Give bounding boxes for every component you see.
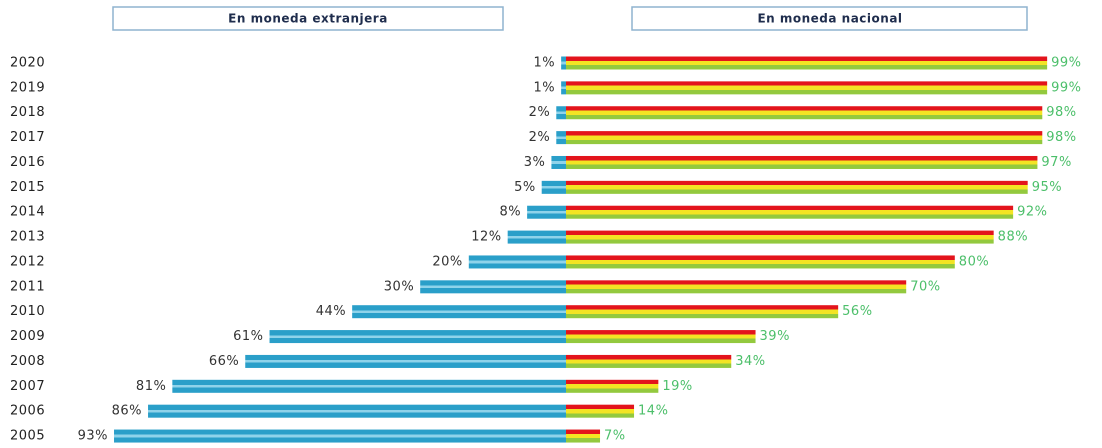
bar [566, 404, 635, 418]
value-label: 66% [209, 354, 239, 369]
category-label: 2016 [10, 155, 45, 170]
value-label: 95% [1032, 180, 1062, 195]
bar [551, 155, 566, 169]
value-label: 8% [499, 205, 521, 220]
category-label: 2015 [10, 180, 45, 195]
bar [566, 205, 1014, 219]
value-label: 56% [842, 304, 872, 319]
value-label: 80% [959, 254, 989, 269]
bar [566, 131, 1043, 145]
bar [556, 106, 566, 120]
bar [556, 131, 566, 145]
bar [172, 379, 566, 393]
value-label: 98% [1046, 105, 1076, 120]
value-label: 88% [998, 230, 1028, 245]
value-label: 14% [638, 404, 668, 419]
category-label: 2020 [10, 56, 45, 71]
value-label: 30% [384, 279, 414, 294]
value-label: 92% [1017, 205, 1047, 220]
value-label: 97% [1041, 155, 1071, 170]
bar [566, 429, 601, 443]
value-label: 99% [1051, 80, 1081, 95]
value-label: 3% [524, 155, 546, 170]
bar [566, 305, 839, 319]
value-label: 44% [316, 304, 346, 319]
value-label: 70% [910, 279, 940, 294]
value-label: 2% [529, 105, 551, 120]
bar [245, 354, 567, 368]
value-label: 61% [233, 329, 263, 344]
value-label: 86% [112, 404, 142, 419]
value-label: 19% [662, 379, 692, 394]
value-label: 34% [735, 354, 765, 369]
bar [566, 255, 955, 269]
header-right: En moneda nacional [757, 12, 902, 26]
value-label: 2% [529, 130, 551, 145]
bar [561, 81, 566, 95]
category-label: 2014 [10, 205, 45, 220]
bar [566, 180, 1028, 194]
value-label: 20% [432, 254, 462, 269]
bar [114, 429, 567, 443]
value-label: 1% [534, 80, 556, 95]
header-box [631, 6, 1028, 31]
category-label: 2005 [10, 429, 45, 444]
bar [566, 230, 994, 244]
category-label: 2012 [10, 254, 45, 269]
category-label: 2009 [10, 329, 45, 344]
header-box [112, 6, 504, 31]
bar [352, 305, 566, 319]
value-label: 5% [514, 180, 536, 195]
value-label: 98% [1046, 130, 1076, 145]
value-label: 39% [760, 329, 790, 344]
bar [527, 205, 566, 219]
category-label: 2018 [10, 105, 45, 120]
category-label: 2011 [10, 279, 45, 294]
category-label: 2007 [10, 379, 45, 394]
category-label: 2013 [10, 230, 45, 245]
bar [148, 404, 567, 418]
bar [566, 330, 756, 344]
bar [420, 280, 566, 294]
value-label: 99% [1051, 56, 1081, 71]
bar [541, 180, 566, 194]
category-label: 2019 [10, 80, 45, 95]
bar [566, 379, 659, 393]
bar [566, 56, 1048, 70]
bar [561, 56, 566, 70]
bar [566, 280, 907, 294]
bar [566, 106, 1043, 120]
bar [566, 354, 732, 368]
value-label: 7% [604, 429, 626, 444]
value-label: 93% [78, 429, 108, 444]
value-label: 1% [534, 56, 556, 71]
category-label: 2010 [10, 304, 45, 319]
bar [566, 155, 1038, 169]
bar [507, 230, 566, 244]
category-label: 2017 [10, 130, 45, 145]
bar [269, 330, 566, 344]
value-label: 81% [136, 379, 166, 394]
category-label: 2008 [10, 354, 45, 369]
value-label: 12% [471, 230, 501, 245]
category-label: 2006 [10, 404, 45, 419]
bar [468, 255, 566, 269]
bar [566, 81, 1048, 95]
header-left: En moneda extranjera [228, 12, 388, 26]
